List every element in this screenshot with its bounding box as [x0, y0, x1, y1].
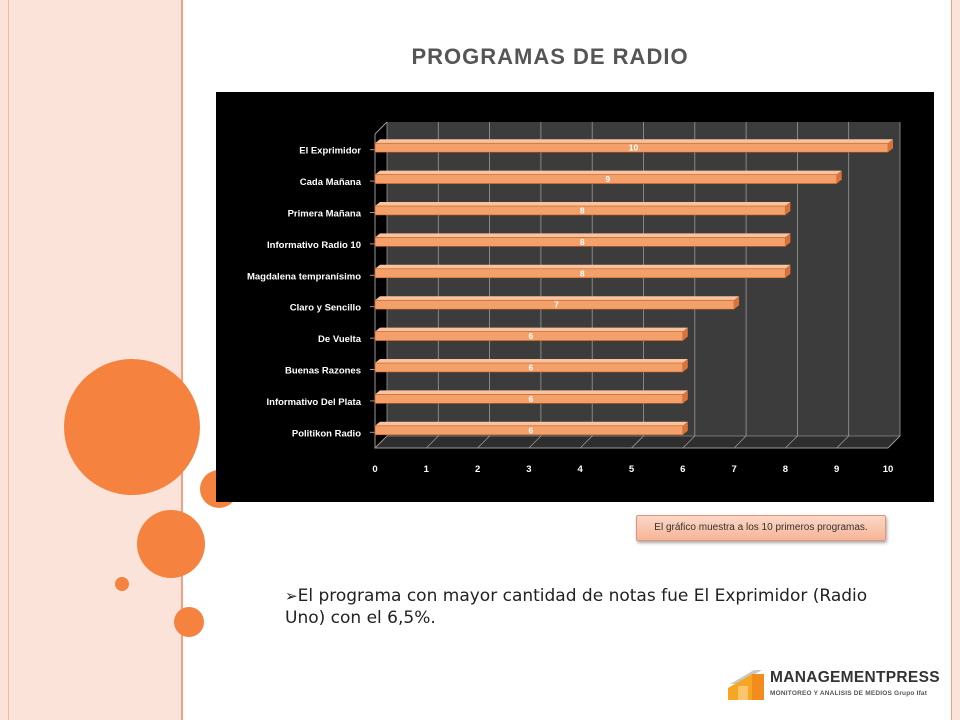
bar-chart: 0 1 2 3 4 5 6 7 8 9 10 El Exprimidor 10 Cada Mañana 9 P… — [216, 92, 934, 502]
category-label: Magdalena tempranísimo — [247, 271, 361, 282]
data-label: 9 — [605, 174, 610, 184]
bar-end — [836, 170, 842, 184]
x-tick-label: 4 — [578, 464, 584, 475]
x-tick-label: 7 — [731, 464, 736, 475]
data-label: 6 — [529, 425, 534, 435]
x-tick-label: 9 — [834, 464, 839, 475]
data-label: 8 — [580, 268, 585, 278]
x-gridline-floor — [836, 435, 849, 449]
data-label: 10 — [629, 143, 639, 153]
bullet-arrow-icon: ➢ — [285, 587, 298, 605]
data-label: 6 — [529, 363, 534, 373]
bar-chart-svg: 0 1 2 3 4 5 6 7 8 9 10 El Exprimidor 10 Cada Mañana 9 P… — [247, 121, 901, 475]
category-label: Informativo Del Plata — [267, 397, 362, 408]
bar-top — [375, 359, 688, 363]
x-tick-label: 3 — [526, 464, 531, 475]
x-gridline-floor — [682, 435, 696, 449]
category-label: Cada Mañana — [300, 177, 362, 188]
bar-end — [682, 421, 688, 435]
data-label: 8 — [580, 206, 585, 216]
x-tick-label: 6 — [680, 464, 685, 475]
bar-top — [375, 390, 688, 395]
logo-name: MANAGEMENTPRESS — [770, 669, 940, 686]
chart-note-callout: El gráfico muestra a los 10 primeros pro… — [636, 515, 886, 541]
slide-title: PROGRAMAS DE RADIO — [411, 44, 689, 69]
x-gridline-floor — [887, 435, 901, 449]
summary-text: El programa con mayor cantidad de notas … — [285, 586, 868, 628]
y-axis-depth-line — [374, 121, 388, 135]
x-tick-label: 2 — [475, 464, 480, 475]
summary-bullet: ➢El programa con mayor cantidad de notas… — [285, 585, 885, 629]
bar-top — [375, 139, 893, 144]
x-gridline-floor — [426, 435, 439, 449]
category-label: Claro y Sencillo — [290, 303, 361, 314]
x-gridline-floor — [631, 435, 644, 449]
decor-circle — [64, 359, 200, 495]
data-label: 6 — [529, 331, 534, 341]
bar-end — [734, 296, 740, 310]
right-decor-strip — [951, 0, 960, 720]
bar-end — [682, 390, 688, 404]
x-gridline-floor — [528, 435, 542, 449]
x-tick-label: 10 — [883, 464, 894, 475]
category-label: Informativo Radio 10 — [267, 240, 361, 251]
managementpress-logo: MANAGEMENTPRESS MONITOREO Y ANALISIS DE … — [724, 662, 960, 720]
category-label: Primera Mañana — [288, 209, 362, 220]
bar-end — [785, 202, 791, 215]
decor-circle — [137, 510, 205, 578]
x-tick-label: 1 — [424, 464, 430, 475]
category-label: Buenas Razones — [285, 366, 361, 377]
data-label: 6 — [529, 394, 534, 404]
data-label: 8 — [580, 237, 585, 247]
category-label: El Exprimidor — [299, 146, 361, 157]
bar-top — [375, 421, 688, 426]
x-gridline-floor — [785, 435, 798, 449]
bar-top — [375, 170, 842, 175]
data-label: 7 — [554, 300, 559, 310]
bar-top — [375, 233, 791, 238]
bar-top — [375, 327, 688, 332]
bar-top — [375, 296, 740, 301]
bar-end — [682, 359, 688, 372]
x-gridline-floor — [374, 435, 388, 449]
x-gridline-floor — [733, 435, 747, 449]
x-gridline-floor — [579, 435, 593, 449]
bar-top — [375, 202, 791, 206]
category-label: Politikon Radio — [292, 428, 361, 439]
bar-top — [375, 264, 791, 269]
bar-end — [682, 327, 688, 341]
category-label: De Vuelta — [318, 334, 362, 345]
decor-circle — [115, 577, 129, 591]
logo-mark-icon — [728, 670, 764, 700]
x-tick-label: 8 — [783, 464, 788, 475]
bar-end — [785, 264, 791, 278]
x-gridline-floor — [477, 435, 490, 449]
x-tick-label: 5 — [629, 464, 635, 475]
logo-tagline: MONITOREO Y ANALISIS DE MEDIOS Grupo Ifa… — [770, 690, 928, 697]
decor-circle — [174, 607, 204, 637]
bar-end — [785, 233, 791, 247]
bar-end — [888, 139, 893, 153]
x-tick-label: 0 — [372, 464, 377, 475]
left-decor-panel — [0, 0, 183, 720]
